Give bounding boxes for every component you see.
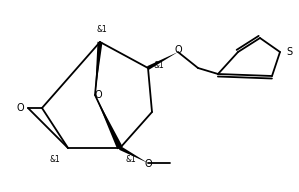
Text: &1: &1 xyxy=(97,25,107,34)
Text: &1: &1 xyxy=(153,61,164,70)
Text: O: O xyxy=(94,90,102,100)
Polygon shape xyxy=(119,146,148,163)
Polygon shape xyxy=(95,95,123,149)
Text: O: O xyxy=(16,103,24,113)
Text: S: S xyxy=(286,47,292,57)
Text: &1: &1 xyxy=(49,155,60,164)
Text: &1: &1 xyxy=(125,155,136,164)
Polygon shape xyxy=(95,42,103,95)
Text: O: O xyxy=(174,45,182,55)
Text: O: O xyxy=(144,159,152,169)
Polygon shape xyxy=(147,52,178,70)
